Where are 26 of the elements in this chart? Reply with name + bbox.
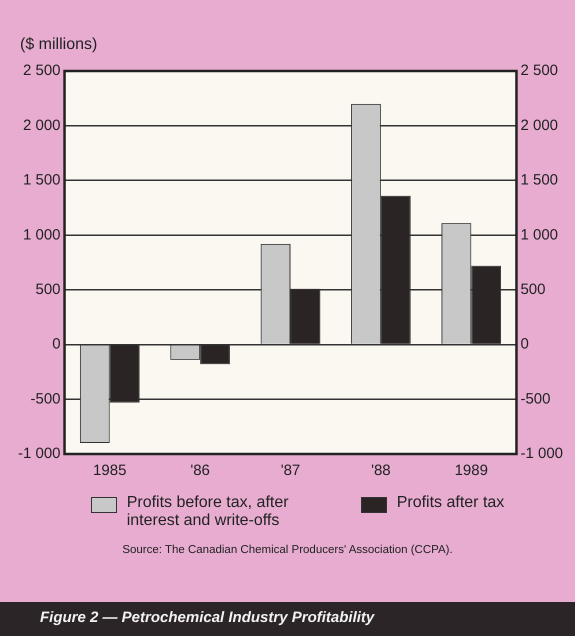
x-tick-label: '86 [190, 462, 210, 480]
y2-tick-label: 500 [520, 281, 546, 298]
x-tick-label: 1989 [454, 462, 488, 480]
y-tick-label: 500 [36, 281, 61, 298]
text: Figure 2 — Petrochemical Industry Profitability [0, 602, 575, 636]
y2-tick-label: 0 [520, 336, 529, 353]
y-tick-label: -1 000 [18, 445, 61, 462]
source-note: Source: The Canadian Chemical Producers' Association (CCPA). [121, 544, 454, 556]
y-tick-label: -500 [30, 390, 61, 408]
x-tick-label: 1985 [93, 462, 126, 480]
y-tick-label: 2 500 [22, 62, 61, 80]
y2-tick-label: 2 500 [520, 62, 558, 80]
y2-tick-label: 1 500 [520, 172, 558, 189]
x-tick-label: '88 [371, 462, 391, 480]
y-tick-label: 0 [52, 336, 61, 353]
y-axis-title: ($ millions) [20, 36, 98, 54]
y-tick-label: 1 000 [22, 226, 61, 244]
x-tick-label: '87 [280, 462, 300, 480]
y-tick-label: 1 500 [22, 172, 61, 189]
y2-tick-label: 1 000 [520, 226, 558, 244]
y-tick-label: 2 000 [22, 116, 61, 134]
legend-label: Profits after tax [396, 494, 504, 512]
legend-label: Profits before tax, after interest and write-offs [126, 494, 290, 530]
y2-tick-label: 2 000 [520, 116, 558, 134]
y2-tick-label: -1 000 [520, 445, 564, 462]
y2-tick-label: -500 [520, 390, 550, 408]
